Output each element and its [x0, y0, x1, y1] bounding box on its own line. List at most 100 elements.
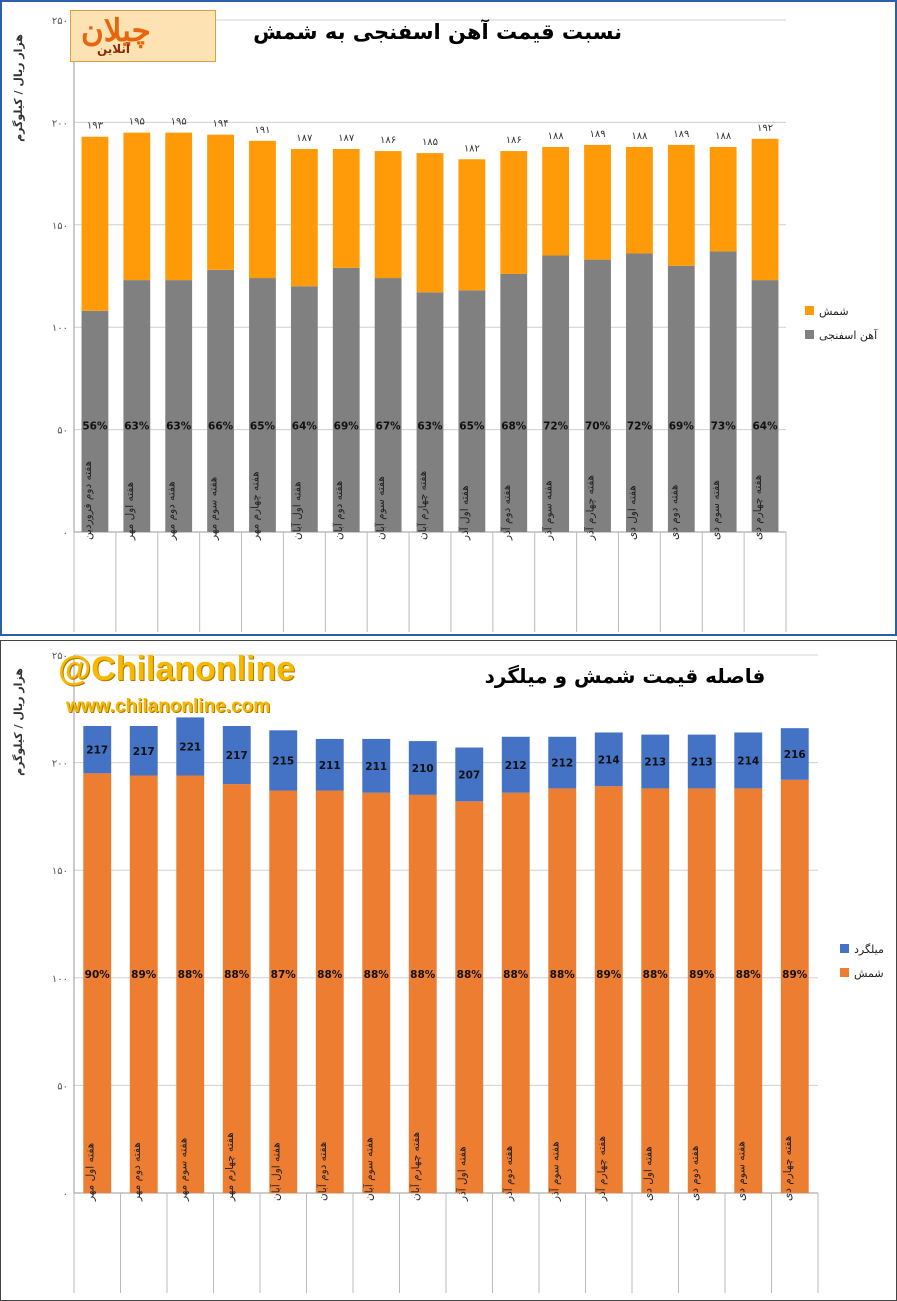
total-label: ۱۸۶ [380, 135, 396, 146]
bar-segment [290, 286, 318, 532]
x-tick-label: هفته دوم دی [689, 1146, 701, 1201]
x-tick-label: هفته سوم آبان [362, 1137, 375, 1201]
bar-segment [626, 253, 653, 533]
bar-segment [374, 278, 402, 532]
bar-segment [548, 788, 577, 1193]
x-tick-label: هفته سوم دی [735, 1141, 747, 1201]
bar-segment [667, 265, 695, 532]
data-label: 88% [736, 969, 762, 981]
data-label: 63% [417, 421, 443, 433]
data-label: 88% [317, 969, 343, 981]
total-label: ۱۸۹ [673, 129, 689, 140]
data-label: 215 [272, 755, 294, 767]
data-label: 72% [627, 421, 653, 433]
data-label: 89% [782, 969, 808, 981]
data-label: 87% [271, 969, 297, 981]
data-label: 66% [208, 421, 234, 433]
chart-panel-sponge-iron-ratio: ۰ ۵۰ ۱۰۰ ۱۵۰ ۲۰۰ ۲۵۰ هزار ریال / کیلوگرم 56% ۱۹۳… [0, 0, 897, 636]
x-tick-label: هفته دوم مهر [166, 481, 178, 541]
data-label: 72% [543, 421, 569, 433]
logo-text: چیلان [81, 13, 151, 49]
total-label: ۱۹۲ [757, 123, 773, 134]
total-label: ۱۸۹ [589, 129, 605, 140]
website-link[interactable]: www.chilanonline.com [66, 696, 271, 717]
y-axis-label: هزار ریال / کیلوگرم [12, 34, 25, 142]
data-label: 216 [784, 749, 806, 761]
bar-segment [458, 159, 486, 291]
data-label: 88% [643, 969, 669, 981]
data-label: 73% [711, 421, 737, 433]
bar-segment [83, 726, 112, 774]
bar-segment [249, 278, 276, 532]
bar-segment [641, 734, 670, 789]
bar-segment [207, 269, 234, 532]
x-tick-label: هفته دوم مهر [131, 1142, 143, 1202]
y-tick-label: ۱۰۰ [52, 323, 68, 334]
legend-entry: آهن اسفنجی [819, 328, 878, 342]
bar-segment [315, 738, 344, 791]
x-tick-label: هفته سوم آبان [374, 476, 387, 540]
y-tick-label: ۵۰ [57, 426, 68, 437]
data-label: 64% [752, 421, 778, 433]
y-tick-label: ۵۰ [57, 1081, 68, 1092]
total-label: ۱۸۷ [296, 133, 313, 144]
data-label: 64% [292, 421, 318, 433]
bar-segment [751, 280, 779, 532]
total-label: ۱۸۵ [422, 137, 438, 148]
data-label: 214 [737, 755, 759, 767]
bar-segment [548, 736, 577, 789]
bar-segment [500, 273, 528, 532]
x-tick-label: هفته دوم آبان [316, 1142, 329, 1201]
bar-segment [165, 280, 193, 532]
bar-segment [584, 259, 611, 532]
data-label: 68% [501, 421, 527, 433]
x-tick-label: هفته دوم دی [668, 485, 680, 540]
bar-segment [290, 149, 318, 287]
y-tick-label: ۱۰۰ [52, 974, 68, 985]
y-tick-label: ۲۵۰ [52, 651, 68, 662]
x-tick-label: هفته چهارم مهر [249, 471, 261, 541]
bar-segment [362, 738, 391, 793]
bar-segment [455, 747, 484, 802]
bar-segment [542, 255, 570, 532]
bar-segment [83, 773, 112, 1193]
bar-segment [269, 790, 298, 1193]
y-tick-label: ۰ [63, 1189, 68, 1200]
bar-segment [207, 134, 234, 270]
bar-segment [501, 736, 530, 793]
bar-segment [687, 734, 716, 789]
bar-segment [501, 792, 530, 1193]
bar-segment [222, 726, 251, 785]
bar-segment [458, 290, 486, 532]
chart-panel-billet-rebar-gap: ۰ ۵۰ ۱۰۰ ۱۵۰ ۲۰۰ ۲۵۰ هزار ریال / کیلوگرم 90% 217… [0, 640, 897, 1301]
bar-segment [81, 310, 109, 532]
x-tick-label: هفته اول آذر [458, 485, 471, 541]
data-label: 88% [178, 969, 204, 981]
x-tick-label: هفته چهارم مهر [224, 1132, 236, 1202]
total-label: ۱۹۳ [87, 121, 104, 132]
x-tick-label: هفته دوم آذر [502, 1146, 515, 1202]
total-label: ۱۹۵ [171, 117, 187, 128]
bar-segment [176, 775, 205, 1193]
bar-segment [249, 140, 276, 279]
bar-segment [751, 138, 779, 281]
data-label: 211 [319, 760, 341, 772]
data-label: 88% [410, 969, 436, 981]
y-axis-label: هزار ریال / کیلوگرم [12, 668, 25, 776]
total-label: ۱۸۲ [464, 143, 480, 154]
x-tick-label: هفته سوم مهر [177, 1138, 189, 1202]
data-label: 211 [365, 761, 387, 773]
x-tick-label: هفته اول آبان [290, 481, 303, 540]
bar-segment [408, 794, 437, 1193]
data-label: 207 [458, 769, 480, 781]
chart-title: فاصله قیمت شمش و میلگرد [484, 664, 766, 688]
legend-entry: شمش [819, 305, 849, 318]
data-label: 63% [124, 421, 150, 433]
bar-segment [500, 151, 528, 274]
x-tick-label: هفته دوم فروردین [82, 461, 94, 540]
data-label: 67% [376, 421, 402, 433]
data-label: 65% [250, 421, 276, 433]
data-label: 65% [459, 421, 485, 433]
stacked-bar-chart-2: ۰ ۵۰ ۱۰۰ ۱۵۰ ۲۰۰ ۲۵۰ هزار ریال / کیلوگرم 90% 217… [12, 651, 884, 1293]
bar-segment [626, 146, 653, 254]
